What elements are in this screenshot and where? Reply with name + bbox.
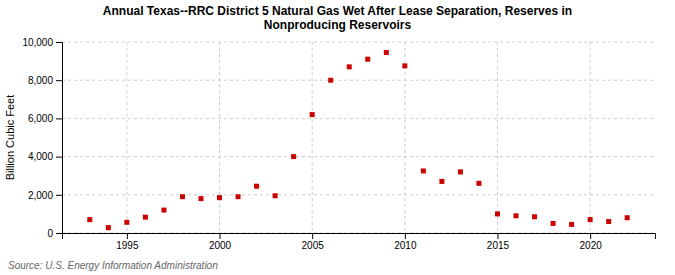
point <box>106 225 111 230</box>
tick-mark <box>56 195 62 196</box>
grid-line <box>219 42 220 233</box>
point <box>588 217 593 222</box>
tick-mark <box>220 233 221 239</box>
tick-label: 1995 <box>116 240 139 251</box>
axis-line <box>56 43 63 234</box>
grid-line <box>312 42 313 233</box>
point <box>606 219 611 224</box>
tick-label: 2,000 <box>28 190 53 201</box>
point <box>87 217 92 222</box>
grid-line <box>62 194 655 195</box>
x-axis: 1995 2000 2005 2010 2015 2020 <box>63 233 656 251</box>
tick-mark <box>56 80 62 81</box>
tick-label: 4,000 <box>28 151 53 162</box>
tick-label: 2000 <box>209 240 232 251</box>
point <box>180 194 185 199</box>
tick-label: 2005 <box>302 240 325 251</box>
tick-mark <box>497 233 498 239</box>
points <box>87 50 629 230</box>
tick-mark <box>127 233 128 239</box>
tick: 4,000 <box>28 151 62 162</box>
tick: 2020 <box>580 233 603 251</box>
point <box>365 57 370 62</box>
grid-line <box>62 42 655 43</box>
point <box>347 64 352 69</box>
point <box>328 78 333 83</box>
chart: 1995 2000 2005 2010 2015 2020 0 2,000 4,000 6,000… <box>0 0 675 275</box>
point <box>625 215 630 220</box>
point <box>161 208 166 213</box>
point <box>291 154 296 159</box>
tick-label: 2015 <box>487 240 510 251</box>
y-axis-label: Billion Cubic Feet <box>4 95 16 181</box>
point <box>402 63 407 68</box>
title-line: Annual Texas--RRC District 5 Natural Gas… <box>103 4 572 18</box>
title-line: Nonproducing Reservoirs <box>264 18 412 32</box>
plot-area: 1995 2000 2005 2010 2015 2020 0 2,000 4,000 6,000… <box>22 37 655 251</box>
tick: 2000 <box>209 233 232 251</box>
tick-label: 2020 <box>580 240 603 251</box>
point <box>273 193 278 198</box>
point <box>514 213 519 218</box>
grid <box>62 42 655 233</box>
point <box>439 179 444 184</box>
axis-line <box>63 234 656 240</box>
annotation: Source: U.S. Energy Information Administ… <box>8 260 218 271</box>
point <box>254 184 259 189</box>
grid-line <box>62 118 655 119</box>
point <box>495 211 500 216</box>
tick: 0 <box>47 228 62 239</box>
point <box>217 195 222 200</box>
point <box>310 112 315 117</box>
point <box>143 215 148 220</box>
tick-mark <box>56 233 62 234</box>
tick-label: 10,000 <box>22 37 53 48</box>
grid-line <box>404 42 405 233</box>
tick-mark <box>590 233 591 239</box>
point <box>198 196 203 201</box>
point <box>236 194 241 199</box>
grid-line <box>62 156 655 157</box>
tick: 6,000 <box>28 113 62 124</box>
tick-label: 0 <box>47 228 53 239</box>
point <box>458 169 463 174</box>
tick: 8,000 <box>28 75 62 86</box>
grid-line <box>497 42 498 233</box>
tick: 2,000 <box>28 190 62 201</box>
point <box>476 181 481 186</box>
tick-mark <box>56 157 62 158</box>
point <box>532 214 537 219</box>
point <box>384 50 389 55</box>
tick-label: 8,000 <box>28 75 53 86</box>
tick-mark <box>56 118 62 119</box>
tick: 1995 <box>116 233 139 251</box>
grid-line <box>62 80 655 81</box>
point <box>124 220 129 225</box>
y-axis: 0 2,000 4,000 6,000 8,000 10,000 <box>22 37 62 239</box>
tick: 2005 <box>302 233 325 251</box>
tick-mark <box>312 233 313 239</box>
tick-label: 6,000 <box>28 113 53 124</box>
point <box>551 221 556 226</box>
tick: 2010 <box>394 233 417 251</box>
tick-mark <box>405 233 406 239</box>
grid-line <box>590 42 591 233</box>
point <box>569 222 574 227</box>
tick: 2015 <box>487 233 510 251</box>
title: Annual Texas--RRC District 5 Natural Gas… <box>103 4 572 32</box>
grid-line <box>126 42 127 233</box>
tick-label: 2010 <box>394 240 417 251</box>
tick-mark <box>56 42 62 43</box>
tick: 10,000 <box>22 37 62 48</box>
point <box>421 168 426 173</box>
